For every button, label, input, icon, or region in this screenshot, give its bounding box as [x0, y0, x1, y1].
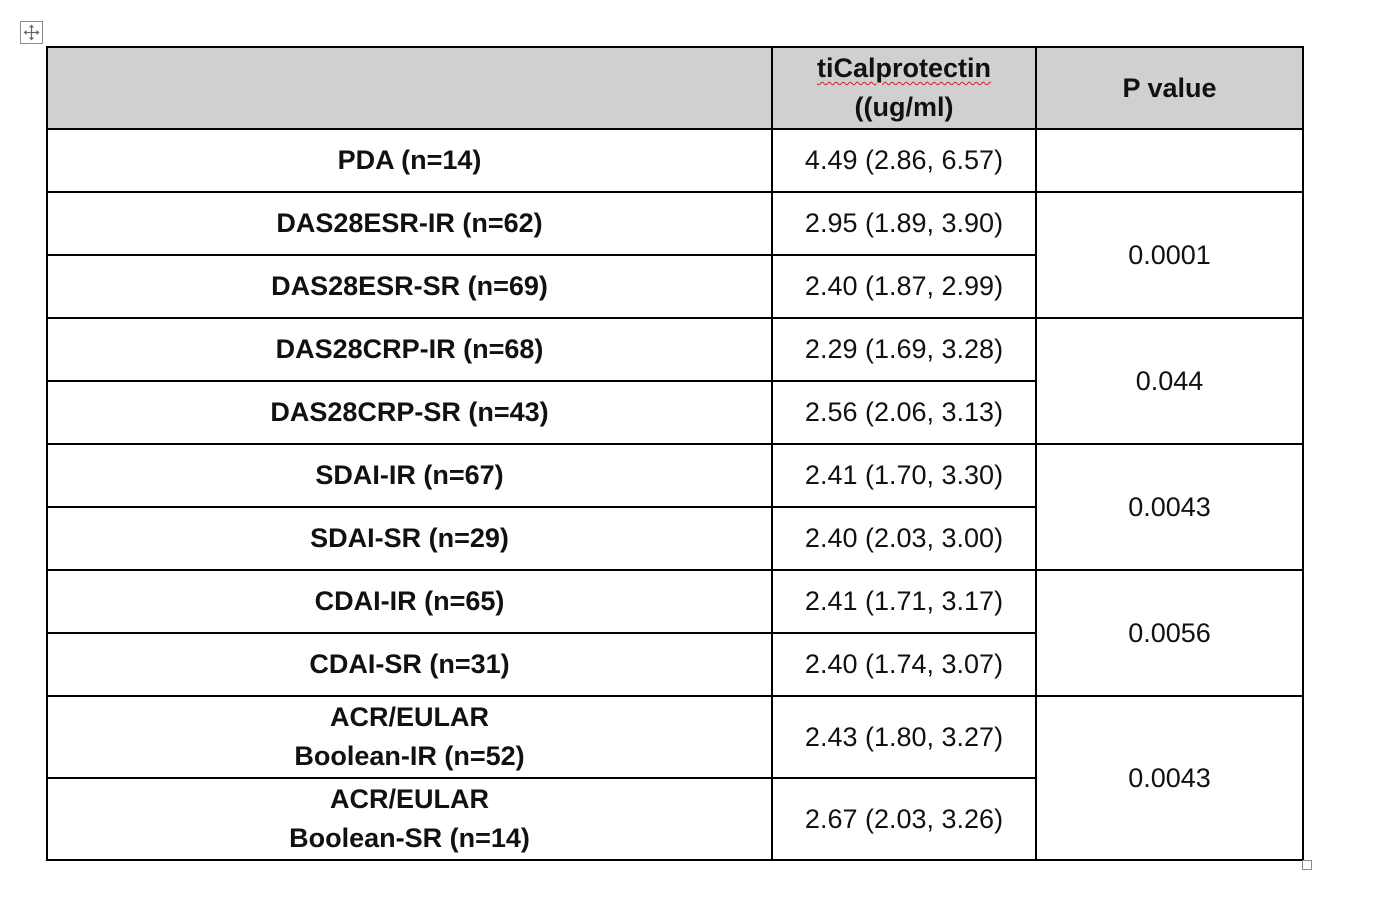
value-cell: 2.40 (1.87, 2.99): [771, 254, 1037, 319]
table-row: SDAI-IR (n=67) 2.41 (1.70, 3.30) 0.0043: [46, 443, 1304, 571]
pvalue-cell: 0.0056: [1035, 569, 1304, 697]
table-row: ACR/EULAR Boolean-SR (n=14) 2.67 (2.03, …: [46, 777, 1303, 861]
pvalue-cell: 0.0043: [1035, 443, 1304, 571]
value-cell: 2.40 (1.74, 3.07): [771, 632, 1037, 697]
value-cell: 2.41 (1.70, 3.30): [771, 443, 1037, 508]
table-row: DAS28ESR-IR (n=62) 2.95 (1.89, 3.90) 0.0…: [46, 191, 1304, 319]
group-cell: ACR/EULAR Boolean-SR (n=14): [46, 777, 773, 861]
table-row: DAS28CRP-IR (n=68) 2.29 (1.69, 3.28) 0.0…: [46, 317, 1304, 445]
value-cell: 4.49 (2.86, 6.57): [771, 128, 1037, 193]
header-pvalue: P value: [1035, 46, 1304, 130]
header-measure: tiCalprotectin ((ug/ml): [771, 46, 1037, 130]
group-cell: PDA (n=14): [46, 128, 773, 193]
group-cell: DAS28ESR-IR (n=62): [46, 191, 773, 256]
group-label-line2: Boolean-SR (n=14): [289, 823, 530, 853]
group-cell: CDAI-SR (n=31): [46, 632, 773, 697]
group-cell: DAS28CRP-SR (n=43): [46, 380, 773, 445]
table-row: ACR/EULAR Boolean-IR (n=52) 2.43 (1.80, …: [46, 695, 1304, 861]
value-cell: 2.56 (2.06, 3.13): [771, 380, 1037, 445]
table-move-handle[interactable]: [20, 21, 43, 44]
table-row: DAS28ESR-SR (n=69) 2.40 (1.87, 2.99): [46, 254, 1303, 319]
header-group: [46, 46, 773, 130]
group-label-line1: ACR/EULAR: [330, 702, 489, 732]
table-header-row: tiCalprotectin ((ug/ml) P value: [46, 46, 1304, 130]
table-row: SDAI-SR (n=29) 2.40 (2.03, 3.00): [46, 506, 1303, 571]
value-cell: 2.43 (1.80, 3.27): [771, 695, 1037, 779]
header-measure-unit: ((ug/ml): [854, 92, 954, 122]
value-cell: 2.41 (1.71, 3.17): [771, 569, 1037, 634]
table-row: PDA (n=14) 4.49 (2.86, 6.57): [46, 128, 1304, 193]
table-row: DAS28CRP-SR (n=43) 2.56 (2.06, 3.13): [46, 380, 1303, 445]
group-cell: ACR/EULAR Boolean-IR (n=52): [46, 695, 773, 779]
value-cell: 2.95 (1.89, 3.90): [771, 191, 1037, 256]
pvalue-cell: 0.0001: [1035, 191, 1304, 319]
group-cell: CDAI-IR (n=65): [46, 569, 773, 634]
group-cell: SDAI-SR (n=29): [46, 506, 773, 571]
table-row: CDAI-SR (n=31) 2.40 (1.74, 3.07): [46, 632, 1303, 697]
group-label-line2: Boolean-IR (n=52): [294, 741, 525, 771]
pvalue-cell: 0.044: [1035, 317, 1304, 445]
table-row: CDAI-IR (n=65) 2.41 (1.71, 3.17) 0.0056: [46, 569, 1304, 697]
value-cell: 2.40 (2.03, 3.00): [771, 506, 1037, 571]
group-cell: DAS28ESR-SR (n=69): [46, 254, 773, 319]
table-resize-handle[interactable]: [1302, 860, 1312, 870]
group-cell: DAS28CRP-IR (n=68): [46, 317, 773, 382]
header-measure-name: tiCalprotectin: [816, 53, 991, 83]
group-cell: SDAI-IR (n=67): [46, 443, 773, 508]
move-arrows-icon: [23, 24, 40, 41]
group-label-line1: ACR/EULAR: [330, 784, 489, 814]
value-cell: 2.67 (2.03, 3.26): [771, 777, 1037, 861]
value-cell: 2.29 (1.69, 3.28): [771, 317, 1037, 382]
pvalue-cell: [1035, 128, 1304, 193]
pvalue-cell: 0.0043: [1035, 695, 1304, 861]
results-table: tiCalprotectin ((ug/ml) P value PDA (n=1…: [46, 46, 1304, 861]
